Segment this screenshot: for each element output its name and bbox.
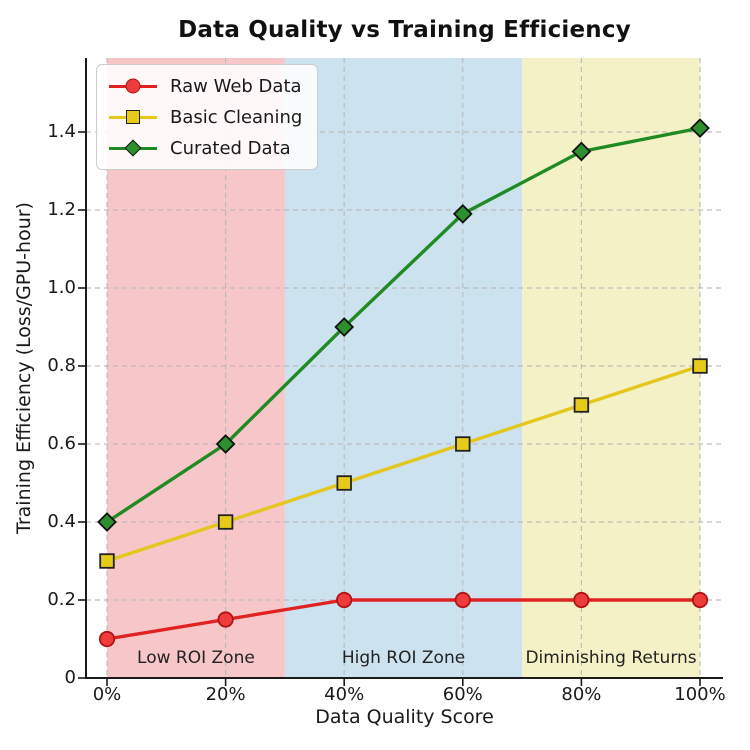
y-tick-1.2: 1.2 (47, 199, 76, 220)
circle-marker-icon (109, 76, 157, 96)
y-tick-1.0: 1.0 (47, 277, 76, 298)
raw-web-data-point-80% (573, 591, 590, 609)
curated-data-point-80% (571, 141, 592, 162)
curated-data-point-60% (452, 204, 473, 224)
curated-data-point-100% (690, 118, 710, 138)
basic-cleaning-point-60% (455, 436, 471, 452)
legend-item-raw-web-data: Raw Web Data (109, 74, 302, 98)
x-tick-0%: 0% (92, 684, 122, 705)
zone-diminishing-returns (522, 58, 700, 678)
series-line-raw-web-data (105, 598, 702, 641)
curated-data-point-0% (97, 512, 117, 532)
basic-cleaning-point-40% (336, 475, 352, 491)
curated-data-point-20% (215, 434, 236, 454)
legend-label: Basic Cleaning (170, 106, 303, 128)
square-marker-icon (109, 107, 157, 127)
series-line-basic-cleaning (105, 364, 702, 563)
diamond-marker-icon (109, 138, 157, 158)
x-tick-100%: 100% (674, 684, 726, 705)
y-tick-0: 0 (64, 667, 76, 688)
chart-legend: Raw Web Data Basic Cleaning Curated Data (96, 64, 319, 170)
legend-item-basic-cleaning: Basic Cleaning (109, 105, 302, 129)
raw-web-data-point-100% (691, 591, 709, 609)
raw-web-data-point-0% (98, 630, 116, 648)
series-line-curated-data (105, 126, 702, 524)
basic-cleaning-point-0% (99, 553, 115, 569)
basic-cleaning-point-100% (692, 358, 708, 374)
zone-label-diminishing-returns: Diminishing Returns (525, 648, 697, 668)
y-tick-0.6: 0.6 (47, 433, 76, 454)
curated-data-point-40% (334, 317, 355, 337)
y-tick-0.2: 0.2 (47, 589, 76, 610)
x-tick-40%: 40% (324, 684, 365, 705)
raw-web-data-point-60% (454, 591, 471, 609)
x-axis-label: Data Quality Score (315, 706, 494, 728)
raw-web-data-point-20% (217, 611, 234, 628)
x-tick-60%: 60% (442, 684, 483, 705)
zone-label-high-roi-zone: High ROI Zone (341, 648, 466, 668)
x-tick-80%: 80% (561, 684, 602, 705)
zone-label-low-roi-zone: Low ROI Zone (137, 648, 255, 668)
chart-title: Data Quality vs Training Efficiency (178, 17, 631, 43)
legend-item-curated-data: Curated Data (109, 136, 302, 160)
raw-web-data-point-40% (336, 591, 353, 609)
legend-label: Raw Web Data (170, 75, 302, 97)
x-tick-20%: 20% (205, 684, 246, 705)
legend-label: Curated Data (170, 137, 291, 159)
y-tick-0.8: 0.8 (47, 355, 76, 376)
y-tick-1.4: 1.4 (47, 121, 76, 142)
basic-cleaning-point-80% (573, 397, 590, 413)
zone-high-roi-zone (284, 58, 523, 678)
y-tick-0.4: 0.4 (47, 511, 76, 532)
basic-cleaning-point-20% (217, 514, 234, 530)
